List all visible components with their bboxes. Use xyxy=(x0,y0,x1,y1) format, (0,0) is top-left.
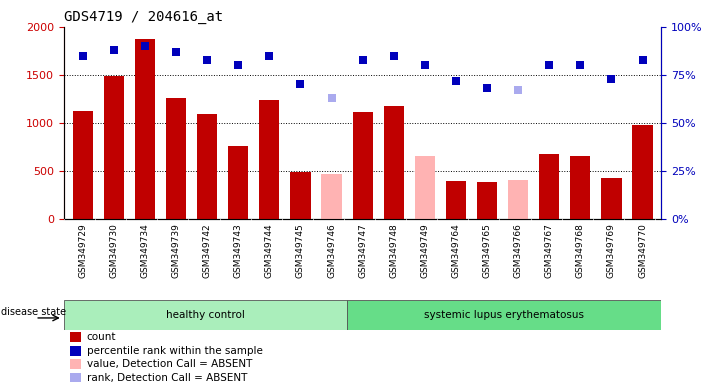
Text: GSM349765: GSM349765 xyxy=(483,223,491,278)
Bar xyxy=(633,125,653,219)
Text: healthy control: healthy control xyxy=(166,310,245,320)
Text: GSM349749: GSM349749 xyxy=(420,223,429,278)
Bar xyxy=(290,172,311,219)
Bar xyxy=(135,40,155,219)
Bar xyxy=(70,333,81,342)
Text: systemic lupus erythematosus: systemic lupus erythematosus xyxy=(424,310,584,320)
Text: count: count xyxy=(87,332,116,342)
Bar xyxy=(104,76,124,219)
Text: GSM349764: GSM349764 xyxy=(451,223,461,278)
Text: GSM349767: GSM349767 xyxy=(545,223,554,278)
Bar xyxy=(508,180,528,219)
Text: rank, Detection Call = ABSENT: rank, Detection Call = ABSENT xyxy=(87,372,247,382)
Text: GSM349742: GSM349742 xyxy=(203,223,212,278)
Text: value, Detection Call = ABSENT: value, Detection Call = ABSENT xyxy=(87,359,252,369)
Text: GSM349747: GSM349747 xyxy=(358,223,367,278)
Text: GSM349748: GSM349748 xyxy=(389,223,398,278)
Bar xyxy=(539,154,560,219)
Bar xyxy=(228,146,248,219)
Bar xyxy=(446,182,466,219)
Text: GDS4719 / 204616_at: GDS4719 / 204616_at xyxy=(64,10,223,25)
Text: GSM349730: GSM349730 xyxy=(109,223,118,278)
Bar xyxy=(73,111,92,219)
Text: GSM349734: GSM349734 xyxy=(140,223,149,278)
Bar xyxy=(353,112,373,219)
Bar xyxy=(602,177,621,219)
Bar xyxy=(415,156,435,219)
Text: GSM349745: GSM349745 xyxy=(296,223,305,278)
Text: disease state: disease state xyxy=(1,307,66,317)
Text: GSM349769: GSM349769 xyxy=(607,223,616,278)
Bar xyxy=(70,346,81,356)
Text: GSM349768: GSM349768 xyxy=(576,223,585,278)
Bar xyxy=(166,98,186,219)
Bar xyxy=(570,157,590,219)
Text: GSM349766: GSM349766 xyxy=(513,223,523,278)
Text: GSM349743: GSM349743 xyxy=(234,223,242,278)
Bar xyxy=(64,300,347,330)
Bar xyxy=(70,359,81,369)
Bar xyxy=(384,106,404,219)
Text: GSM349744: GSM349744 xyxy=(264,223,274,278)
Bar xyxy=(70,373,81,382)
Text: percentile rank within the sample: percentile rank within the sample xyxy=(87,346,262,356)
Text: GSM349729: GSM349729 xyxy=(78,223,87,278)
Bar xyxy=(321,174,341,219)
Bar xyxy=(477,182,497,219)
Bar xyxy=(260,100,279,219)
Text: GSM349770: GSM349770 xyxy=(638,223,647,278)
Text: GSM349746: GSM349746 xyxy=(327,223,336,278)
Text: GSM349739: GSM349739 xyxy=(171,223,181,278)
Bar xyxy=(197,114,217,219)
Bar xyxy=(347,300,661,330)
